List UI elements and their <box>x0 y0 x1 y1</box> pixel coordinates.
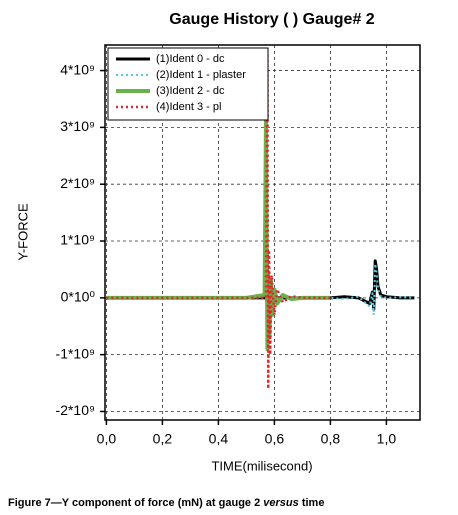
x-tick-label: 0,6 <box>265 431 285 447</box>
x-tick-label: 0,0 <box>97 431 117 447</box>
chart-title: Gauge History ( ) Gauge# 2 <box>169 11 374 28</box>
x-tick-label: 0,8 <box>321 431 341 447</box>
y-tick-label: 3*10⁹ <box>60 118 95 134</box>
caption-text: time <box>299 497 325 509</box>
caption-text: Figure 7—Y component of force (mN) at ga… <box>8 497 263 509</box>
y-tick-label: 1*10⁹ <box>60 232 95 248</box>
y-tick-label: -2*10⁹ <box>56 402 95 418</box>
y-tick-label: 2*10⁹ <box>60 175 95 191</box>
x-axis-label: TIME(milisecond) <box>211 458 312 473</box>
x-tick-label: 0,2 <box>153 431 173 447</box>
y-axis-label: Y-FORCE <box>15 203 30 261</box>
legend-label: (4)Ident 3 - pl <box>156 101 221 113</box>
plot-frame <box>104 44 421 421</box>
legend-label: (2)Ident 1 - plaster <box>156 69 246 81</box>
caption-text: versus <box>263 497 298 509</box>
y-tick-label: 0*10⁰ <box>61 289 96 305</box>
x-tick-label: 1,0 <box>377 431 397 447</box>
caption: Figure 7—Y component of force (mN) at ga… <box>8 497 324 509</box>
y-tick-label: 4*10⁹ <box>60 61 95 77</box>
y-tick-label: -1*10⁹ <box>56 345 95 361</box>
x-tick-label: 0,4 <box>209 431 229 447</box>
series-line <box>106 52 331 390</box>
series-line <box>106 262 415 316</box>
legend-label: (1)Ident 0 - dc <box>156 53 225 65</box>
legend-label: (3)Ident 2 - dc <box>156 85 225 97</box>
